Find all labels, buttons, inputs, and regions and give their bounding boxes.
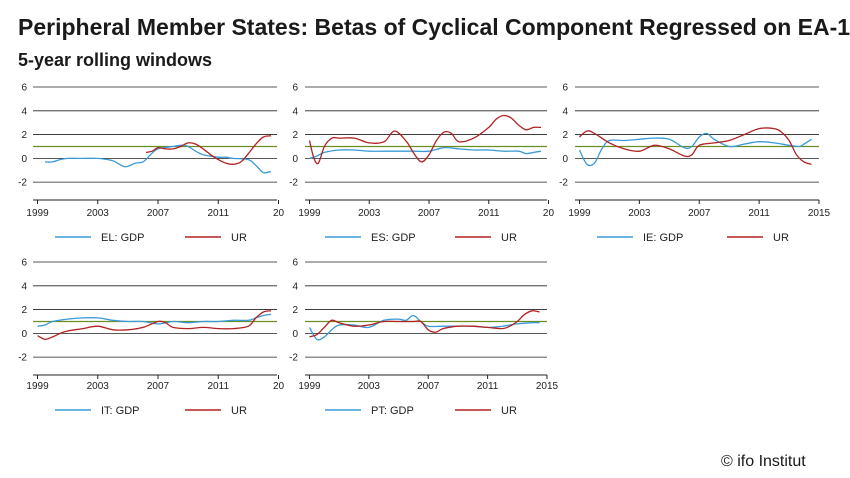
copyright-note: © ifo Institut <box>721 453 806 470</box>
x-tick-label: 2003 <box>358 208 381 219</box>
x-tick-label: 2007 <box>418 208 441 219</box>
y-tick-label: 0 <box>21 154 27 165</box>
y-tick-label: 0 <box>562 154 568 165</box>
y-tick-label: 2 <box>21 305 27 316</box>
x-tick-label: 2011 <box>477 381 499 392</box>
x-tick-label: 2011 <box>208 381 230 392</box>
y-tick-label: 2 <box>562 130 568 141</box>
y-tick-label: -2 <box>18 353 27 364</box>
x-tick-label: 1999 <box>568 208 591 219</box>
ur-series-line <box>309 310 540 338</box>
x-tick-label: 20 <box>543 208 555 219</box>
x-tick-label: 2011 <box>208 208 230 219</box>
y-tick-label: 4 <box>21 106 27 117</box>
x-tick-label: 2007 <box>147 208 170 219</box>
gdp-series-line <box>309 146 542 160</box>
y-tick-label: 4 <box>292 106 298 117</box>
chart-subtitle: 5-year rolling windows <box>18 50 213 70</box>
y-tick-label: 2 <box>21 130 27 141</box>
y-tick-label: 0 <box>21 329 27 340</box>
x-tick-label: 2011 <box>478 208 500 219</box>
legend-label: IE: GDP <box>643 232 683 244</box>
legend-label: UR <box>231 232 247 244</box>
y-tick-label: -2 <box>289 353 298 364</box>
x-tick-label: 2003 <box>87 208 110 219</box>
x-tick-label: 2003 <box>358 381 381 392</box>
y-tick-label: 4 <box>562 106 568 117</box>
x-tick-label: 1999 <box>298 208 321 219</box>
gdp-series-line <box>578 132 812 167</box>
legend-label: EL: GDP <box>101 232 144 244</box>
x-tick-label: 2011 <box>748 208 770 219</box>
x-tick-label: 2007 <box>147 381 170 392</box>
legend-label: IT: GDP <box>101 405 140 417</box>
y-tick-label: 6 <box>292 83 298 94</box>
ur-series-line <box>145 135 272 165</box>
x-tick-label: 2003 <box>87 381 110 392</box>
gdp-series-line <box>37 313 272 327</box>
y-tick-label: 6 <box>562 83 568 94</box>
y-tick-label: 6 <box>21 83 27 94</box>
y-tick-label: 0 <box>292 154 298 165</box>
legend-label: UR <box>501 405 517 417</box>
legend-label: PT: GDP <box>371 405 414 417</box>
legend-label: UR <box>231 405 247 417</box>
gdp-series-line <box>44 144 272 174</box>
y-tick-label: 4 <box>21 281 27 292</box>
x-tick-label: 2003 <box>628 208 651 219</box>
y-tick-label: -2 <box>18 178 27 189</box>
y-tick-label: 0 <box>292 329 298 340</box>
x-tick-label: 2007 <box>417 381 440 392</box>
x-tick-label: 20 <box>273 208 285 219</box>
gdp-series-line <box>308 314 540 341</box>
y-tick-label: 2 <box>292 130 298 141</box>
y-tick-label: 6 <box>21 258 27 269</box>
ur-series-line <box>37 310 272 340</box>
legend-label: ES: GDP <box>371 232 416 244</box>
legend-label: UR <box>501 232 517 244</box>
x-tick-label: 20 <box>273 381 285 392</box>
x-tick-label: 2007 <box>688 208 711 219</box>
y-tick-label: 2 <box>292 305 298 316</box>
chart-title: Peripheral Member States: Betas of Cycli… <box>18 14 850 40</box>
x-tick-label: 1999 <box>26 208 49 219</box>
y-tick-label: -2 <box>559 178 568 189</box>
y-tick-label: -2 <box>289 178 298 189</box>
y-tick-label: 6 <box>292 258 298 269</box>
legend-label: UR <box>773 232 789 244</box>
ur-series-line <box>579 127 812 165</box>
x-tick-label: 2015 <box>808 208 831 219</box>
ur-series-line <box>308 114 542 165</box>
x-tick-label: 1999 <box>26 381 49 392</box>
x-tick-label: 1999 <box>298 381 321 392</box>
y-tick-label: 4 <box>292 281 298 292</box>
x-tick-label: 2015 <box>536 381 559 392</box>
